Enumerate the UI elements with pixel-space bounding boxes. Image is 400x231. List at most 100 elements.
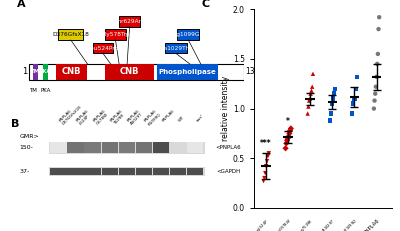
Bar — [28, 64, 244, 80]
Text: PNPLA6
A1029T: PNPLA6 A1029T — [127, 109, 144, 126]
Text: TM: TM — [29, 88, 37, 93]
Text: 150-: 150- — [20, 145, 33, 150]
Bar — [49, 142, 204, 154]
Bar — [165, 43, 187, 53]
Text: <PNPLA6: <PNPLA6 — [215, 145, 240, 150]
Bar — [84, 142, 101, 153]
Bar — [119, 142, 135, 153]
Point — [373, 85, 379, 88]
Bar — [170, 142, 186, 153]
Bar — [136, 168, 152, 176]
Point — [331, 92, 337, 96]
Point — [262, 171, 268, 175]
Text: C: C — [202, 0, 210, 9]
Bar — [136, 142, 152, 153]
Point — [326, 119, 333, 122]
Bar — [119, 168, 135, 176]
Text: CNB: CNB — [120, 67, 139, 76]
Point — [306, 99, 312, 103]
Point — [285, 137, 291, 140]
Point — [263, 164, 269, 168]
Bar — [58, 29, 83, 40]
Point — [260, 179, 267, 183]
Text: Arg1099Gln: Arg1099Gln — [171, 32, 206, 37]
Point — [287, 129, 293, 132]
Text: PKA: PKA — [40, 88, 50, 93]
Point — [283, 141, 290, 145]
Point — [351, 97, 358, 100]
Text: B: B — [12, 119, 20, 129]
Point — [265, 154, 271, 158]
Bar — [67, 168, 84, 176]
Point — [266, 152, 272, 155]
Text: CNB: CNB — [62, 67, 81, 76]
Point — [350, 102, 356, 105]
Bar — [50, 168, 67, 176]
Bar — [153, 168, 169, 176]
Point — [264, 159, 270, 163]
Point — [329, 102, 335, 105]
Text: Thr629Arg: Thr629Arg — [114, 19, 145, 24]
Point — [372, 92, 378, 96]
Text: GMR>: GMR> — [20, 134, 39, 139]
Point — [374, 62, 380, 66]
Point — [308, 89, 315, 93]
Bar — [43, 64, 48, 80]
Bar — [120, 16, 140, 27]
Text: sws¹: sws¹ — [195, 113, 204, 123]
Point — [286, 132, 292, 135]
Point — [286, 134, 292, 138]
Text: 1: 1 — [22, 67, 27, 76]
Text: Leu524Pro: Leu524Pro — [87, 46, 118, 51]
Bar — [93, 43, 113, 53]
Point — [332, 87, 338, 91]
Point — [308, 92, 314, 96]
Text: PNPLA6: PNPLA6 — [161, 109, 175, 123]
Bar — [153, 142, 169, 153]
Point — [304, 112, 311, 116]
Text: D376GfsX18: D376GfsX18 — [52, 32, 89, 37]
Point — [354, 75, 360, 79]
Text: PNPLA6
G578W: PNPLA6 G578W — [93, 109, 110, 126]
Point — [282, 146, 289, 150]
Text: PNPLA6
L524P: PNPLA6 L524P — [76, 109, 93, 126]
Point — [288, 127, 294, 130]
Point — [373, 75, 380, 79]
Point — [375, 27, 382, 31]
Bar — [170, 168, 186, 176]
Y-axis label: relative intensity: relative intensity — [221, 76, 230, 141]
Bar — [102, 142, 118, 153]
Bar — [33, 64, 38, 80]
Text: A: A — [17, 0, 26, 9]
Text: PNPLA6
D376GfsX18: PNPLA6 D376GfsX18 — [58, 102, 83, 126]
Bar — [56, 64, 87, 80]
Bar — [105, 29, 126, 40]
Bar — [102, 168, 118, 176]
Text: TM: TM — [31, 70, 40, 74]
Text: PKA: PKA — [40, 70, 51, 74]
Text: *: * — [286, 117, 290, 126]
Text: WT: WT — [178, 115, 186, 123]
Bar — [178, 29, 199, 40]
Point — [352, 87, 359, 91]
Point — [284, 139, 290, 142]
Bar — [187, 168, 204, 176]
Point — [330, 97, 336, 100]
Point — [310, 72, 316, 76]
Bar — [157, 64, 218, 80]
Point — [261, 176, 268, 180]
Bar — [67, 142, 84, 153]
Bar — [84, 168, 101, 176]
Text: Gly578Trp: Gly578Trp — [101, 32, 130, 37]
Point — [376, 15, 382, 19]
Text: Phospholipase: Phospholipase — [159, 69, 216, 75]
Text: 1375: 1375 — [246, 67, 265, 76]
Text: Ala1029Thr: Ala1029Thr — [159, 46, 193, 51]
Text: PNPLA6
T629R: PNPLA6 T629R — [110, 109, 127, 126]
Point — [309, 85, 315, 88]
Bar — [187, 142, 204, 153]
Bar — [49, 167, 204, 176]
Text: ***: *** — [260, 139, 272, 148]
Text: PNPLA6
R1099Q: PNPLA6 R1099Q — [144, 108, 162, 126]
Bar — [50, 142, 67, 153]
